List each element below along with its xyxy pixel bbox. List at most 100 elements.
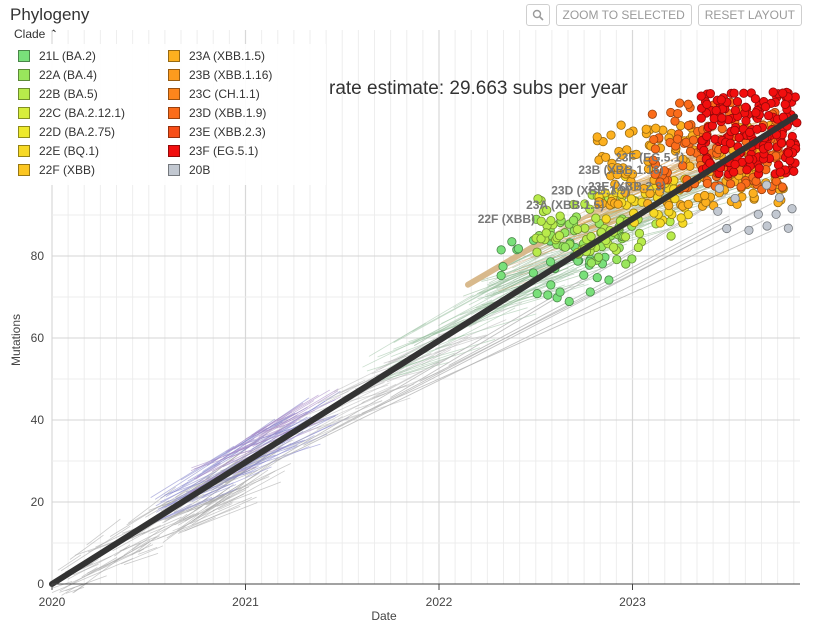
branch bbox=[166, 509, 210, 539]
legend-item[interactable]: 23B (XBB.1.16) bbox=[168, 65, 318, 84]
tip-point bbox=[748, 188, 758, 198]
tip-point bbox=[631, 149, 642, 159]
legend-swatch bbox=[18, 68, 30, 81]
branch bbox=[208, 457, 283, 505]
legend-item[interactable]: 22C (BA.2.12.1) bbox=[18, 103, 168, 122]
tip-point bbox=[594, 197, 604, 207]
branch bbox=[204, 493, 224, 509]
legend-label: 23A (XBB.1.5) bbox=[189, 48, 266, 63]
tip-point bbox=[736, 182, 746, 192]
legend-swatch bbox=[18, 144, 30, 157]
y-tick-label: 20 bbox=[31, 495, 45, 509]
branch bbox=[438, 334, 465, 346]
branch bbox=[284, 413, 361, 439]
x-axis-title: Date bbox=[371, 609, 397, 623]
tip-point bbox=[655, 218, 665, 228]
legend-item[interactable]: 23E (XBB.2.3) bbox=[168, 122, 318, 141]
branch bbox=[120, 545, 164, 565]
tip-point bbox=[739, 88, 749, 98]
tip-point bbox=[778, 88, 788, 98]
reset-layout-button[interactable]: RESET LAYOUT bbox=[697, 4, 802, 26]
branch bbox=[274, 413, 295, 426]
legend-toggle[interactable]: Clade ⌃ bbox=[14, 27, 58, 41]
legend-label: 23E (XBB.2.3) bbox=[189, 124, 266, 139]
tip-point bbox=[675, 98, 685, 108]
legend-label: 23B (XBB.1.16) bbox=[189, 67, 273, 82]
tip-point bbox=[725, 138, 735, 148]
tip-point bbox=[536, 216, 546, 226]
tip-point bbox=[616, 120, 626, 130]
branch bbox=[141, 516, 182, 535]
legend-item[interactable]: 23D (XBB.1.9) bbox=[168, 103, 318, 122]
branch bbox=[87, 541, 150, 576]
legend-item[interactable]: 23A (XBB.1.5) bbox=[168, 46, 318, 65]
tip-point bbox=[787, 204, 797, 214]
clade-label: 23B (XBB.1.16) bbox=[578, 163, 663, 177]
tip-point bbox=[580, 223, 590, 233]
branch bbox=[69, 534, 104, 560]
tip-point bbox=[624, 128, 635, 138]
x-tick-label: 2023 bbox=[619, 595, 646, 609]
y-tick-label: 0 bbox=[37, 577, 44, 591]
legend-label: 21L (BA.2) bbox=[39, 48, 96, 63]
branch bbox=[251, 394, 319, 436]
tip-point bbox=[555, 287, 565, 297]
legend-label: 22D (BA.2.75) bbox=[39, 124, 116, 139]
branch bbox=[190, 440, 260, 472]
branch bbox=[128, 486, 176, 524]
tip-point bbox=[775, 167, 785, 177]
tip-point bbox=[649, 134, 659, 145]
legend-item[interactable]: 23F (EG.5.1) bbox=[168, 141, 318, 160]
branch bbox=[436, 335, 472, 357]
legend-swatch bbox=[18, 163, 30, 176]
tip-point bbox=[711, 105, 721, 116]
tip-point bbox=[598, 137, 608, 147]
branch-stem bbox=[465, 236, 549, 288]
branch bbox=[254, 389, 331, 435]
tip-point bbox=[586, 231, 596, 242]
tip-point bbox=[586, 258, 596, 268]
legend-item[interactable]: 22B (BA.5) bbox=[18, 84, 168, 103]
legend-swatch bbox=[168, 163, 180, 176]
branch bbox=[308, 393, 386, 428]
legend-title: Clade bbox=[14, 27, 46, 41]
tip-point bbox=[751, 108, 761, 118]
branch bbox=[351, 352, 442, 399]
branch bbox=[486, 268, 529, 286]
legend-item[interactable]: 20B bbox=[168, 160, 318, 179]
branch bbox=[468, 257, 596, 328]
legend-item[interactable]: 22A (BA.4) bbox=[18, 65, 168, 84]
branch bbox=[230, 428, 272, 451]
zoom-to-selected-button[interactable]: ZOOM TO SELECTED bbox=[555, 4, 692, 26]
branch bbox=[245, 193, 729, 478]
legend-item[interactable]: 22D (BA.2.75) bbox=[18, 122, 168, 141]
tip-point bbox=[725, 179, 736, 189]
legend-item[interactable]: 23C (CH.1.1) bbox=[168, 84, 318, 103]
branch bbox=[209, 469, 251, 490]
tip-point bbox=[774, 193, 785, 203]
legend-item[interactable]: 22E (BQ.1) bbox=[18, 141, 168, 160]
tip-point bbox=[641, 124, 651, 134]
branch bbox=[67, 547, 127, 580]
branch bbox=[182, 513, 195, 521]
branch bbox=[203, 466, 272, 496]
tip-point bbox=[498, 261, 508, 272]
legend-label: 22A (BA.4) bbox=[39, 67, 98, 82]
toolbar: ZOOM TO SELECTED RESET LAYOUT bbox=[525, 4, 802, 26]
legend-item[interactable]: 21L (BA.2) bbox=[18, 46, 168, 65]
tip-point bbox=[730, 125, 740, 136]
tip-point bbox=[532, 247, 542, 257]
branch bbox=[160, 504, 173, 512]
branch bbox=[184, 493, 228, 522]
branch bbox=[73, 563, 99, 576]
branch bbox=[81, 566, 98, 578]
tip-point bbox=[741, 102, 751, 112]
legend-item[interactable]: 22F (XBB) bbox=[18, 160, 168, 179]
zoom-icon[interactable] bbox=[525, 4, 550, 26]
chevron-up-icon: ⌃ bbox=[49, 28, 58, 40]
tip-point bbox=[709, 113, 719, 124]
tip-point bbox=[585, 204, 595, 214]
branch bbox=[232, 430, 304, 480]
tip-point bbox=[560, 242, 570, 252]
